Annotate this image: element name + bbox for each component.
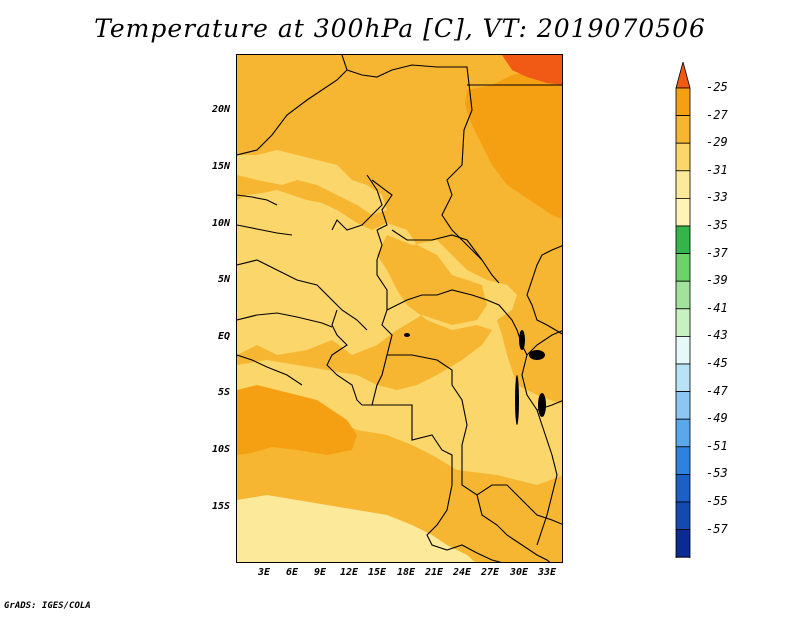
- colorbar-segment: [675, 225, 691, 255]
- colorbar-segment: [675, 170, 691, 199]
- x-label-12e: 12E: [339, 567, 359, 578]
- x-label-3e: 3E: [257, 567, 271, 578]
- colorbar-segment: [675, 529, 691, 558]
- y-label-eq: EQ: [217, 331, 230, 342]
- colorbar-segment: [675, 142, 691, 172]
- x-label-27e: 27E: [480, 567, 500, 578]
- y-label-10s: 10S: [211, 444, 230, 455]
- colorbar-label: -35: [706, 218, 728, 232]
- colorbar-segment: [675, 280, 691, 310]
- colorbar-label: -31: [706, 162, 728, 177]
- grads-credit: GrADS: IGES/COLA: [4, 601, 91, 611]
- colorbar-segment: [675, 87, 691, 117]
- colorbar-top-triangle: [675, 62, 691, 89]
- colorbar-segment: [675, 418, 691, 448]
- colorbar-label: -49: [706, 411, 728, 426]
- field-m27-region: [237, 65, 562, 455]
- x-label-18e: 18E: [396, 567, 416, 578]
- x-label-24e: 24E: [452, 567, 472, 578]
- y-label-15s: 15S: [211, 501, 230, 512]
- colorbar-segment: [675, 501, 691, 531]
- colorbar-label: -25: [706, 80, 728, 94]
- colorbar-segment: [675, 363, 691, 393]
- colorbar: [675, 62, 691, 558]
- colorbar-label: -27: [706, 107, 728, 122]
- x-label-6e: 6E: [285, 567, 299, 578]
- colorbar-label: -43: [706, 328, 728, 343]
- colorbar-label: -51: [706, 438, 728, 453]
- colorbar-label: -37: [706, 245, 728, 260]
- colorbar-bottom-triangle: [675, 556, 691, 558]
- temperature-map: [236, 54, 563, 563]
- colorbar-label: -41: [706, 300, 728, 315]
- colorbar-segment: [675, 335, 691, 365]
- colorbar-segment: [675, 253, 691, 282]
- x-label-33e: 33E: [537, 567, 557, 578]
- x-label-9e: 9E: [313, 567, 327, 578]
- colorbar-label: -47: [706, 383, 728, 398]
- field-m33-region: [237, 495, 475, 562]
- map-title: Temperature at 300hPa [C], VT: 201907050…: [94, 14, 706, 43]
- colorbar-label: -53: [706, 466, 728, 481]
- colorbar-segment: [675, 391, 691, 420]
- y-label-15n: 15N: [211, 161, 230, 172]
- colorbar-label: -55: [706, 494, 728, 508]
- colorbar-segment: [675, 197, 691, 227]
- colorbar-label: -29: [706, 135, 728, 150]
- colorbar-label: -33: [706, 190, 728, 205]
- x-label-21e: 21E: [424, 567, 444, 578]
- colorbar-segment: [675, 446, 691, 475]
- field-m25-region: [502, 55, 562, 85]
- colorbar-segment: [675, 115, 691, 144]
- y-label-5n: 5N: [217, 274, 230, 285]
- colorbar-label: -39: [706, 273, 728, 288]
- x-label-30e: 30E: [509, 567, 529, 578]
- x-label-15e: 15E: [367, 567, 387, 578]
- y-label-10n: 10N: [211, 218, 230, 229]
- y-label-5s: 5S: [217, 387, 230, 398]
- colorbar-segment: [675, 308, 691, 337]
- colorbar-segment: [675, 473, 691, 503]
- y-label-20n: 20N: [211, 104, 230, 115]
- lakes: [404, 330, 546, 425]
- country-boundaries: [237, 55, 562, 562]
- colorbar-label: -57: [706, 521, 728, 536]
- colorbar-label: -45: [706, 356, 728, 370]
